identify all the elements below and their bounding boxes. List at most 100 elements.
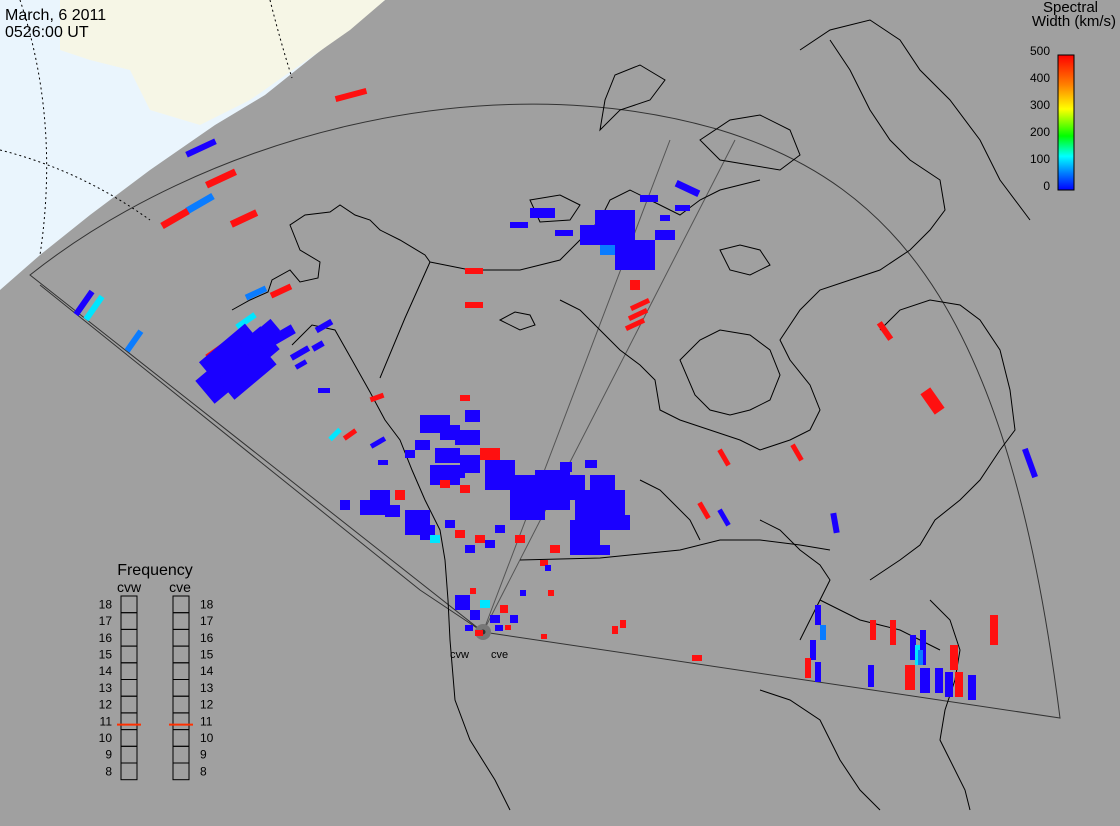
echo-cell [490,615,500,623]
frequency-tick-right: 18 [200,597,214,611]
echo-cell [269,283,293,299]
fov-outline [29,103,1061,719]
echo-cell [460,395,470,401]
echo-cell [615,515,630,530]
echo-cell [630,280,640,290]
frequency-tick-right: 16 [200,631,214,645]
echo-cell [495,625,503,631]
echo-cell [318,388,330,393]
echo-cell [805,658,811,678]
echo-cell [505,625,511,630]
frequency-tick-right: 14 [200,664,214,678]
echo-cell [395,490,405,500]
echo-cell [435,448,460,463]
echo-cell [548,590,554,596]
echo-cell [541,634,547,639]
colorbar-tick: 0 [1043,179,1050,193]
echo-cell [920,387,945,415]
echo-cell [580,225,605,245]
frequency-tick-left: 10 [99,731,113,745]
echo-cell [460,485,470,493]
echo-cell [590,475,615,495]
echo-cell [160,207,190,230]
echo-cell [369,392,385,403]
echo-cell [692,655,702,661]
echo-cell [1022,447,1038,479]
frequency-tick-left: 16 [99,631,113,645]
echo-cell [627,308,649,321]
frequency-tick-right: 11 [200,714,213,728]
echo-cell [815,662,821,682]
colorbar-title-line2: Width (km/s) [1031,13,1116,30]
frequency-tick-right: 15 [200,647,214,661]
frequency-tick-left: 18 [99,597,113,611]
echo-cell [328,427,342,442]
echo-cell [968,675,976,700]
echo-cell [445,520,455,528]
echo-cell [311,340,325,352]
echo-cell [585,460,597,468]
time-label: 0526:00 UT [5,24,89,41]
date-label: March, 6 2011 [5,7,107,24]
echo-cell [555,230,573,236]
echo-cell [515,535,525,543]
echo-cell [600,545,610,555]
echo-cell [610,490,625,502]
frequency-tick-left: 11 [100,714,113,728]
sunlit-land [60,0,385,125]
radar-label-cve: cve [491,649,508,661]
echo-cell [675,205,690,211]
echo-cell [660,215,670,221]
echo-cell [405,450,415,458]
echo-cell [815,605,821,625]
echo-cell [640,195,658,202]
echo-cell [830,512,840,534]
echo-cell [545,565,551,571]
frequency-title: Frequency [117,562,193,579]
echo-cell [600,245,615,255]
echo-cell [470,610,480,620]
echo-cell [334,87,368,103]
echo-cell [185,192,215,215]
radar-label-cvw: cvw [450,649,469,661]
echo-cell [475,535,485,543]
echo-cell [629,298,651,311]
echo-cell [550,545,560,553]
echo-cell [218,345,277,400]
echo-cell [378,460,388,465]
echo-cell [314,318,334,334]
echo-cell [475,630,483,636]
echo-cell [229,209,259,228]
echo-cell [510,222,528,228]
echo-cell [697,501,711,520]
echo-cell [465,268,483,274]
echo-cell [500,605,508,613]
echo-cell [465,302,483,308]
echo-cell [470,588,476,594]
colorbar-tick: 300 [1030,98,1050,112]
echo-cell [624,318,646,331]
echo-cell [369,436,387,449]
frequency-tick-left: 13 [99,681,113,695]
frequency-tick-right: 12 [200,698,214,712]
echo-cell [560,462,572,472]
echo-cell [415,440,430,450]
echo-cell [905,665,915,690]
echo-cell [455,470,465,478]
frequency-tick-right: 13 [200,681,214,695]
echo-cell [950,645,958,670]
echo-cell [289,345,311,361]
echo-cell [465,410,480,422]
echo-cell [870,620,876,640]
frequency-tick-right: 9 [200,748,207,762]
frequency-cell [172,762,190,781]
echo-cell [340,500,350,510]
echo-cell [810,640,816,660]
frequency-tick-left: 12 [99,698,113,712]
echo-cell [480,600,490,608]
echo-cell [239,318,281,357]
frequency-cell [120,762,138,781]
echo-cell [465,625,473,631]
